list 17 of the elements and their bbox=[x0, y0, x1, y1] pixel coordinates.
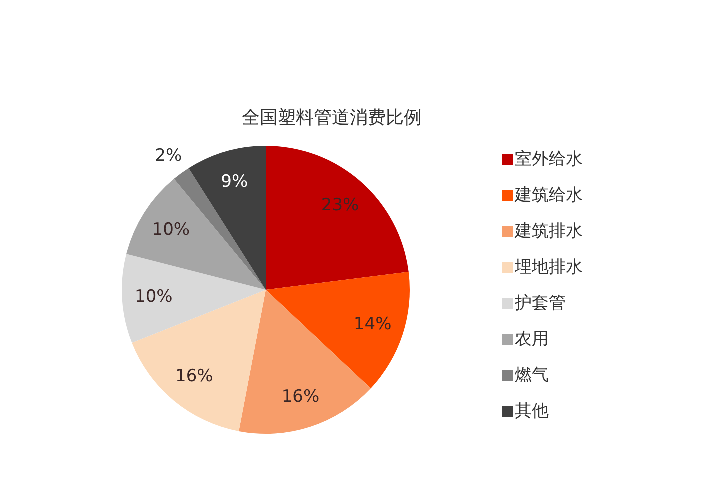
legend-label: 室外给水 bbox=[515, 150, 583, 170]
data-label: 9% bbox=[221, 172, 248, 192]
data-label: 14% bbox=[354, 314, 392, 335]
data-label: 23% bbox=[321, 196, 360, 216]
legend-label: 建筑给水 bbox=[514, 186, 583, 206]
legend-label: 埋地排水 bbox=[514, 258, 583, 278]
legend-label: 护套管 bbox=[514, 294, 566, 314]
data-label: 2% bbox=[155, 146, 182, 166]
data-label: 16% bbox=[176, 366, 214, 387]
legend-label: 燃气 bbox=[515, 366, 549, 386]
chart-title: 全国塑料管道消费比例 bbox=[242, 108, 422, 128]
data-label: 10% bbox=[135, 287, 173, 308]
legend-label: 建筑排水 bbox=[514, 222, 583, 242]
legend-label: 农用 bbox=[515, 330, 549, 350]
legend-label: 其他 bbox=[515, 402, 549, 422]
data-label: 10% bbox=[152, 220, 190, 240]
data-label: 16% bbox=[282, 386, 320, 407]
